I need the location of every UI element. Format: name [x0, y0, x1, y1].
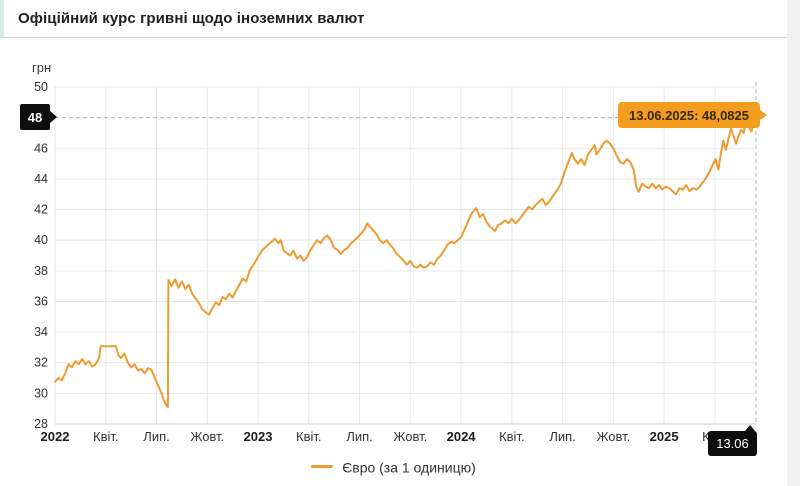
x-tick-label: Лип.: [143, 429, 169, 444]
x-tick-label: Лип.: [549, 429, 575, 444]
x-tick-label: Жовт.: [393, 429, 427, 444]
y-tick-label: 50: [34, 80, 48, 94]
x-tick-label: 2024: [447, 429, 477, 444]
y-tick-label: 44: [34, 172, 48, 186]
y-tick-label: 40: [34, 233, 48, 247]
chart-legend: Євро (за 1 одиницю): [0, 458, 787, 475]
y-axis-unit-label: грн: [32, 60, 52, 75]
euro-line-swatch-icon: [311, 464, 334, 468]
page-background-strip: [787, 0, 800, 486]
x-axis-date-badge: 13.06: [708, 425, 757, 456]
y-tick-label: 38: [34, 264, 48, 278]
y-tick-label: 34: [34, 325, 48, 339]
y-tick-label: 30: [34, 386, 48, 400]
x-tick-label: Квіт.: [296, 429, 322, 444]
y-tick-label: 28: [34, 417, 48, 431]
x-tick-label: Квіт.: [93, 429, 119, 444]
y-tick-label: 36: [34, 294, 48, 308]
x-tick-label: Квіт.: [499, 429, 525, 444]
x-tick-label: Жовт.: [596, 429, 630, 444]
y-tick-label: 32: [34, 356, 48, 370]
x-tick-label: Жовт.: [190, 429, 224, 444]
y-tick-label: 42: [34, 203, 48, 217]
euro-rate-line: [54, 115, 757, 409]
page-title: Офіційний курс гривні щодо іноземних вал…: [18, 10, 365, 27]
legend-label: Євро (за 1 одиницю): [342, 459, 476, 476]
x-tick-label: 2023: [244, 429, 273, 444]
x-tick-label: 2025: [650, 429, 679, 444]
y-axis-current-value-badge: 48: [20, 104, 57, 130]
card-header: Офіційний курс гривні щодо іноземних вал…: [0, 0, 787, 38]
y-tick-label: 46: [34, 141, 48, 155]
x-tick-label: Лип.: [346, 429, 372, 444]
x-tick-label: 2022: [41, 429, 70, 444]
current-value-tooltip: 13.06.2025: 48,0825: [618, 102, 767, 128]
